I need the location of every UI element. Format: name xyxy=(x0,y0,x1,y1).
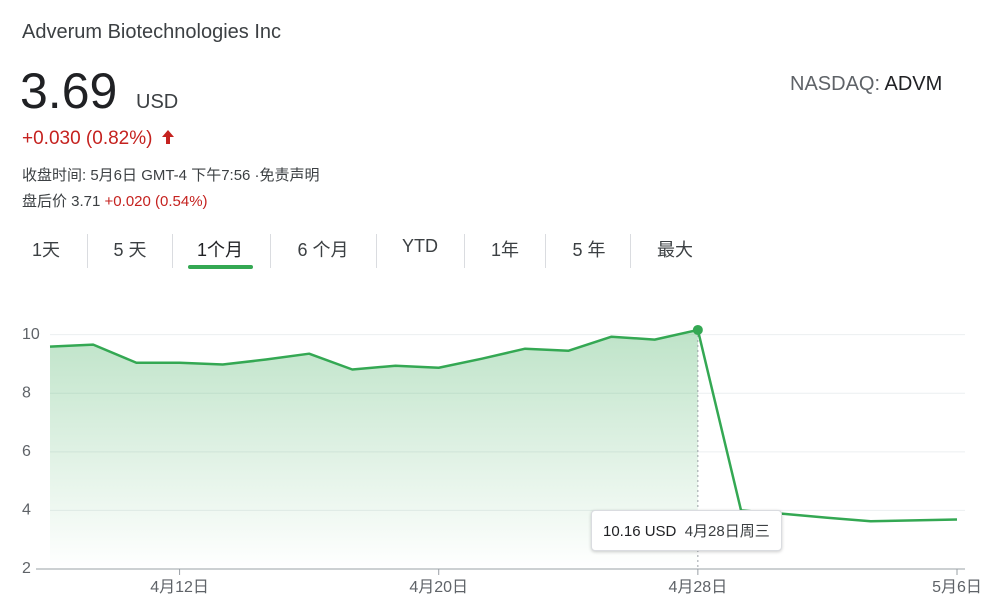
x-tick-label: 4月20日 xyxy=(409,579,468,596)
tab[interactable]: YTD xyxy=(402,236,438,256)
currency: USD xyxy=(136,91,179,113)
tab-separator xyxy=(376,234,377,268)
tab-separator xyxy=(545,234,546,268)
tab[interactable]: 5 年 xyxy=(572,240,606,260)
tooltip-value: 10.16 USD xyxy=(603,523,677,540)
tooltip: 10.16 USD 4月28日周三 xyxy=(591,510,782,551)
tab[interactable]: 最大 xyxy=(657,240,693,260)
change-text: +0.030 (0.82%) xyxy=(22,128,153,149)
y-tick-label: 6 xyxy=(22,443,31,460)
exchange: NASDAQ: xyxy=(790,73,881,95)
x-tick-label: 4月28日 xyxy=(669,579,728,596)
tab-separator xyxy=(172,234,173,268)
after-hours-change: +0.020 (0.54%) xyxy=(104,193,208,210)
tab-separator xyxy=(630,234,631,268)
after-hours-label: 盘后价 3.71 xyxy=(22,193,101,210)
area xyxy=(50,329,698,569)
price-change: +0.030 (0.82%) xyxy=(22,128,174,150)
tab-selected[interactable]: 1个月 xyxy=(196,240,244,260)
up-arrow xyxy=(161,130,174,144)
y-tick-label: 2 xyxy=(22,560,31,577)
tab[interactable]: 1天 xyxy=(31,240,61,260)
tooltip-date: 4月28日周三 xyxy=(684,523,770,540)
x-tick-label: 4月12日 xyxy=(150,579,209,596)
hover-point xyxy=(692,324,703,335)
y-tick-label: 10 xyxy=(22,326,40,343)
close-time: 收盘时间: 5月6日 GMT-4 下午7:56 ·免责声明 xyxy=(22,167,320,184)
tab[interactable]: 5 天 xyxy=(113,240,147,260)
price: 3.69 xyxy=(20,63,118,119)
tab-separator xyxy=(270,234,271,268)
tab[interactable]: 6 个月 xyxy=(297,240,349,260)
tab-separator xyxy=(464,234,465,268)
tab-separator xyxy=(87,234,88,268)
tab[interactable]: 1年 xyxy=(490,240,520,260)
y-tick-label: 8 xyxy=(22,384,31,401)
line xyxy=(49,328,958,523)
ticker: ADVM xyxy=(884,73,943,95)
exchange-ticker: NASDAQ: ADVM xyxy=(790,73,942,96)
tab-underline xyxy=(188,265,253,269)
x-tick-label: 5月6日 xyxy=(932,579,982,596)
after-hours: 盘后价 3.71 +0.020 (0.54%) xyxy=(22,190,208,211)
company-name: Adverum Biotechnologies Inc xyxy=(22,21,282,43)
y-tick-label: 4 xyxy=(22,502,31,519)
